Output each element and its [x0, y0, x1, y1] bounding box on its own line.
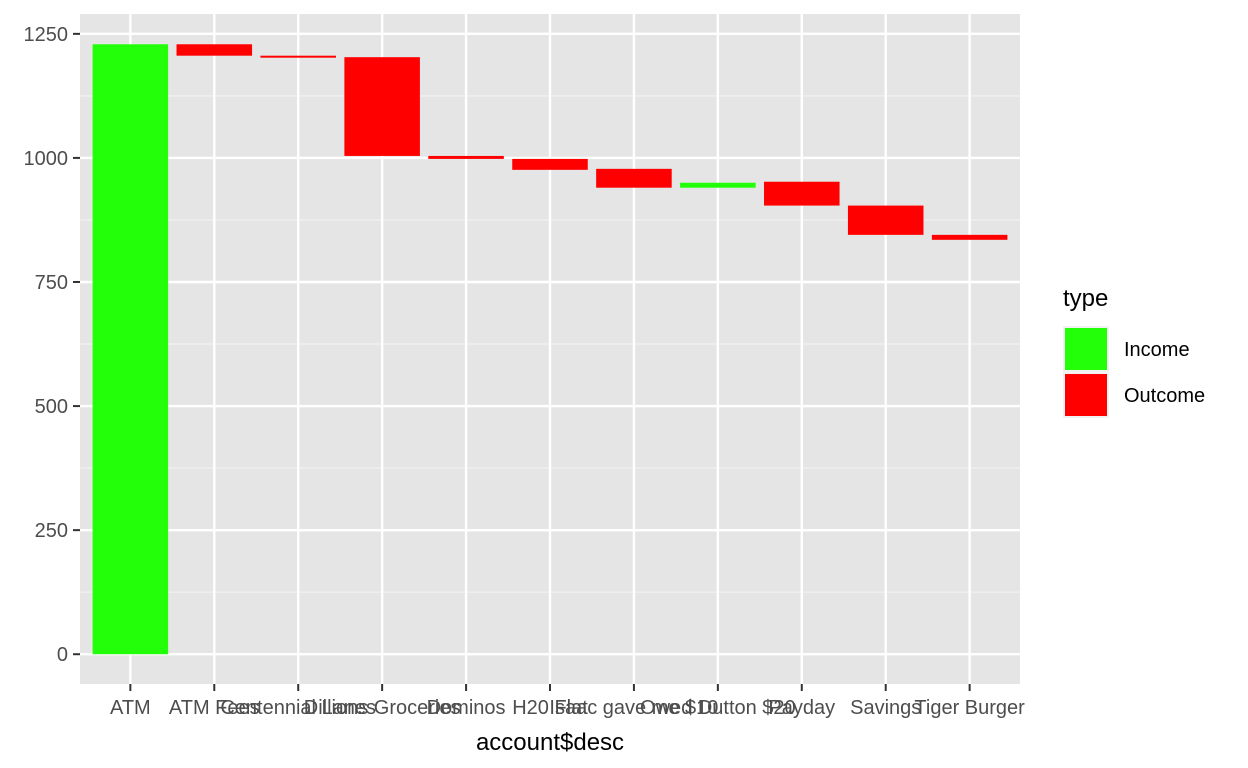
x-tick-label: Payday: [768, 697, 835, 719]
x-tick-label: ATM: [110, 697, 151, 719]
bar-1: [92, 44, 169, 655]
y-tick-label: 500: [35, 396, 68, 418]
bar-3: [260, 55, 336, 58]
legend: type Income Outcome: [1063, 285, 1205, 418]
x-tick-label: Savings: [850, 697, 921, 719]
legend-swatch-income: [1065, 328, 1107, 370]
x-tick-label: Owed Dutton $20: [640, 697, 796, 719]
bar-9: [764, 181, 840, 206]
x-tick-label: Dillions Groceries: [304, 697, 461, 719]
y-tick-label: 250: [35, 520, 68, 542]
x-tick-label: ATM Fees: [169, 697, 260, 719]
bar-2: [176, 44, 253, 56]
bar-10: [847, 205, 924, 235]
bar-8: [680, 182, 756, 188]
y-tick-label: 750: [35, 272, 68, 294]
bar-5: [428, 155, 504, 159]
legend-label-income: Income: [1124, 339, 1190, 361]
x-tick-label: Centennial Lanes: [220, 697, 376, 719]
x-tick-label: Dominos: [427, 697, 506, 719]
x-axis-title: account$desc: [476, 729, 624, 756]
y-tick-label: 1250: [24, 24, 69, 46]
bar-6: [512, 158, 588, 170]
bar-4: [344, 57, 420, 156]
legend-swatch-outcome: [1065, 374, 1107, 416]
x-tick-label: H20 Flat: [512, 697, 588, 719]
legend-label-outcome: Outcome: [1124, 385, 1205, 407]
bar-7: [596, 168, 672, 188]
y-axis: 0 250 500 750 1000 1250: [24, 24, 80, 666]
legend-title: type: [1063, 285, 1108, 312]
y-tick-label: 1000: [24, 148, 69, 170]
bars: [92, 44, 1008, 655]
bar-11: [931, 234, 1008, 240]
grid-lines: [80, 14, 1020, 684]
x-tick-label: Tiger Burger: [914, 697, 1025, 719]
y-tick-label: 0: [57, 644, 68, 666]
x-tick-label: Isaac gave me $10: [549, 697, 718, 719]
